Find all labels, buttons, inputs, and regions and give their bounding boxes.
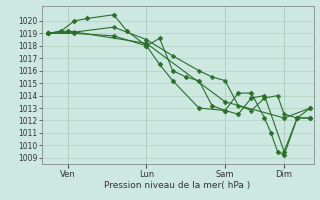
X-axis label: Pression niveau de la mer( hPa ): Pression niveau de la mer( hPa ) <box>104 181 251 190</box>
